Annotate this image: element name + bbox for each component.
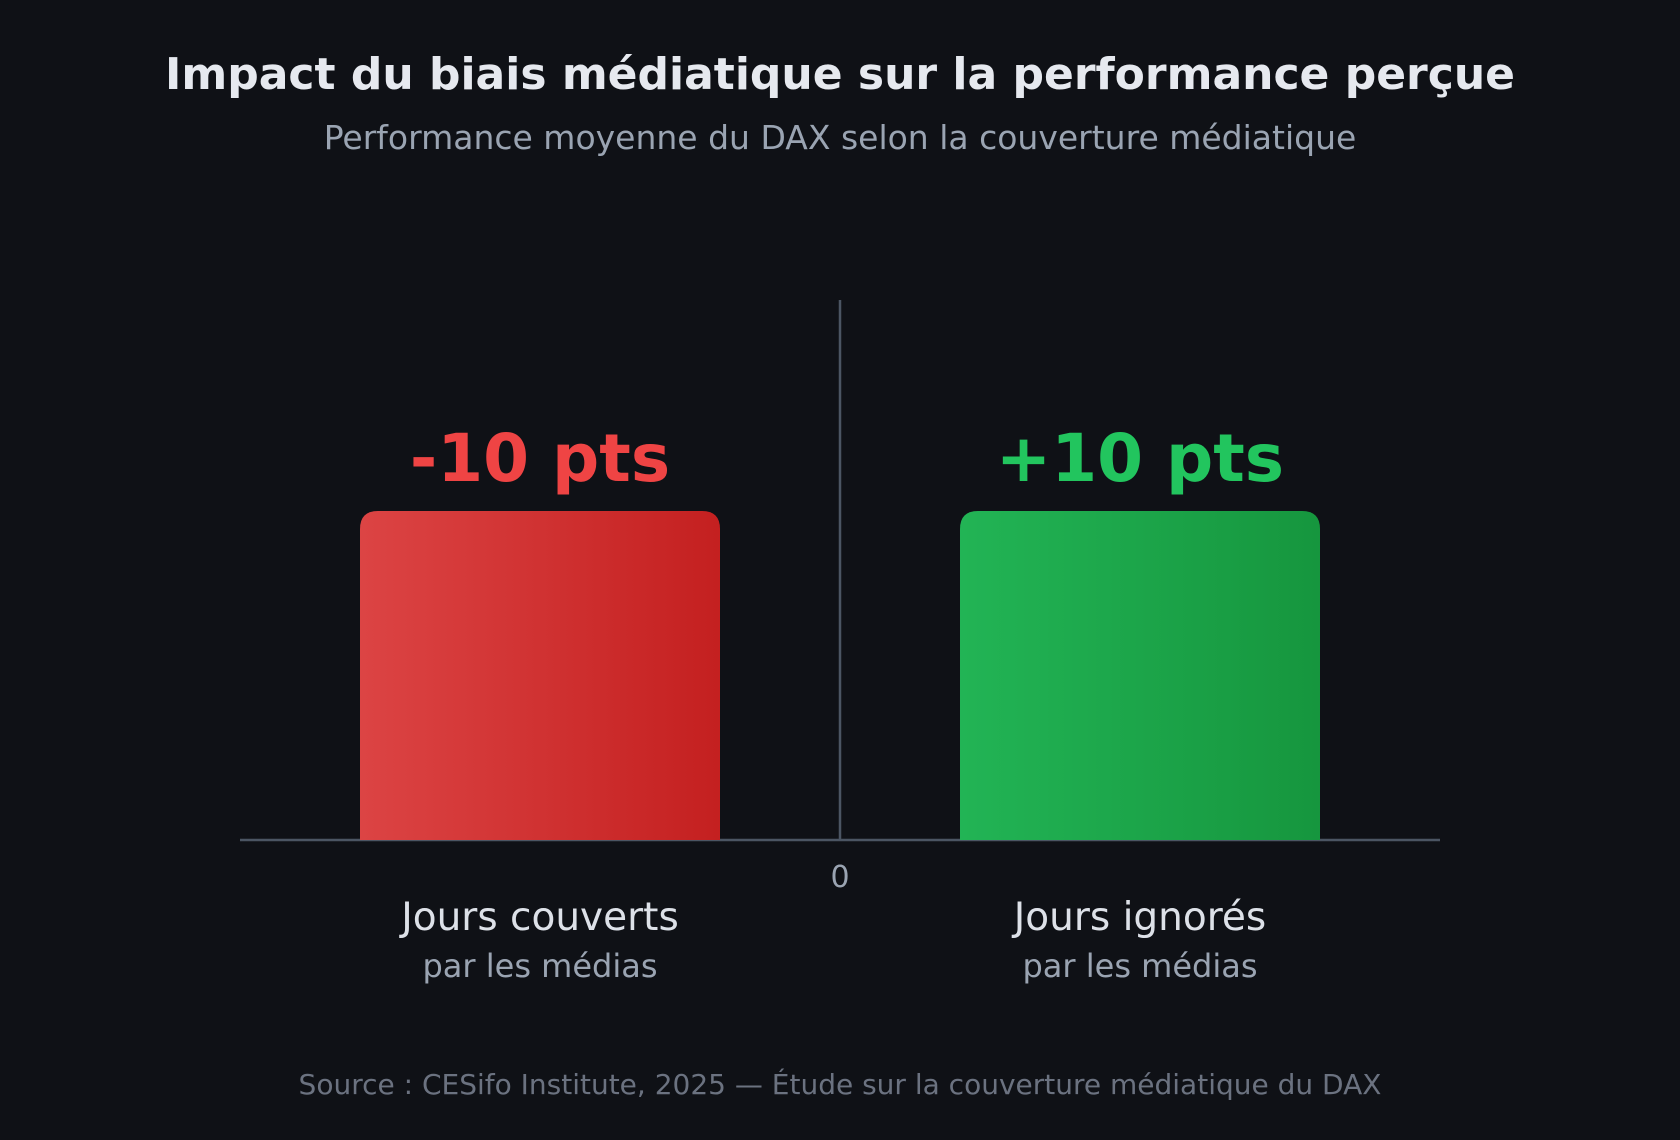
data-label-positive: +10 pts: [996, 420, 1284, 497]
category-sublabel-positive: par les médias: [1022, 947, 1257, 985]
source-note: Source : CESifo Institute, 2025 — Étude …: [299, 1067, 1382, 1101]
data-label-negative: -10 pts: [410, 420, 670, 497]
category-sublabel-negative: par les médias: [422, 947, 657, 985]
bar-negative: [360, 511, 720, 840]
chart-subtitle: Performance moyenne du DAX selon la couv…: [324, 118, 1357, 157]
category-label-negative: Jours couverts: [398, 895, 679, 940]
tick-label-zero: 0: [830, 860, 849, 895]
plot-area: 0 -10 pts Jours couverts par les médias +10 …: [240, 300, 1440, 985]
bar-positive: [960, 511, 1320, 840]
category-label-positive: Jours ignorés: [1011, 895, 1267, 940]
chart-title: Impact du biais médiatique sur la perfor…: [165, 49, 1515, 100]
